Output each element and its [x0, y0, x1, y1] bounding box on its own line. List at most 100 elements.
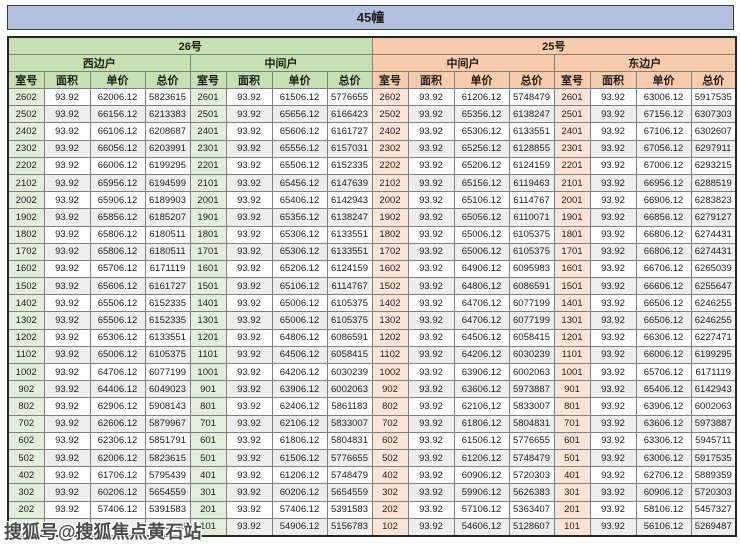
- price-cell: 63006.12: [635, 448, 692, 468]
- price-cell: 65506.12: [89, 294, 146, 313]
- total-cell: 5748479: [508, 448, 555, 468]
- area-cell: 93.92: [225, 517, 273, 537]
- price-cell: 65256.12: [453, 139, 510, 158]
- price-cell: 65806.12: [89, 225, 146, 244]
- area-cell: 93.92: [589, 173, 637, 193]
- table-row: 2002 93.92 65906.12 6189903 2001 93.92 65406.1…: [7, 191, 737, 210]
- price-cell: 65356.12: [453, 105, 510, 124]
- total-cell: 5861183: [326, 397, 373, 416]
- area-cell: 93.92: [225, 483, 273, 502]
- total-cell: 6147639: [326, 173, 373, 193]
- total-cell: 6077199: [144, 362, 191, 382]
- area-cell: 93.92: [407, 328, 455, 347]
- price-cell: 65356.12: [271, 208, 328, 227]
- room-cell: 2301: [189, 139, 227, 158]
- price-cell: 61806.12: [453, 414, 510, 433]
- price-cell: 59906.12: [453, 483, 510, 502]
- room-cell: 2402: [7, 122, 45, 141]
- table-row: 1702 93.92 65806.12 6180511 1701 93.92 65306.1…: [7, 242, 737, 261]
- area-cell: 93.92: [225, 122, 273, 141]
- price-cell: 65306.12: [271, 242, 328, 261]
- area-cell: 93.92: [407, 311, 455, 330]
- area-cell: 93.92: [225, 225, 273, 244]
- price-cell: 65006.12: [453, 225, 510, 244]
- room-cell: 1701: [553, 242, 591, 261]
- price-cell: 66506.12: [635, 294, 692, 313]
- area-cell: 93.92: [589, 448, 637, 468]
- room-cell: 202: [7, 500, 45, 519]
- price-cell: 61506.12: [453, 431, 510, 450]
- price-cell: 65156.12: [453, 173, 510, 193]
- area-cell: 93.92: [589, 362, 637, 382]
- price-cell: 60906.12: [635, 483, 692, 502]
- column-header-area: 面积: [589, 71, 637, 89]
- area-cell: 93.92: [43, 328, 91, 347]
- room-cell: 102: [7, 517, 45, 537]
- total-cell: 5626383: [508, 483, 555, 502]
- total-cell: 5804831: [326, 431, 373, 450]
- area-cell: 93.92: [225, 139, 273, 158]
- price-cell: 67156.12: [635, 105, 692, 124]
- room-cell: 1802: [7, 225, 45, 244]
- total-cell: 5851791: [144, 431, 191, 450]
- price-cell: 57106.12: [453, 500, 510, 519]
- room-cell: 802: [7, 397, 45, 416]
- area-cell: 93.92: [43, 345, 91, 365]
- total-cell: 6152335: [326, 156, 373, 175]
- price-cell: 65906.12: [89, 191, 146, 210]
- price-cell: 58106.12: [635, 500, 692, 519]
- room-cell: 501: [189, 448, 227, 468]
- room-cell: 2201: [189, 156, 227, 175]
- area-cell: 93.92: [407, 173, 455, 193]
- total-cell: 5908143: [144, 397, 191, 416]
- room-cell: 902: [7, 380, 45, 399]
- price-cell: 64706.12: [89, 362, 146, 382]
- total-cell: 6274431: [690, 225, 737, 244]
- room-cell: 2402: [371, 122, 409, 141]
- price-cell: 65306.12: [453, 122, 510, 141]
- total-cell: 6157031: [326, 139, 373, 158]
- total-cell: 5804831: [508, 414, 555, 433]
- room-cell: 1401: [553, 294, 591, 313]
- total-cell: 5269487: [690, 517, 737, 537]
- total-cell: 5917535: [690, 448, 737, 468]
- total-cell: 6049023: [144, 380, 191, 399]
- table-row: 1902 93.92 65856.12 6185207 1901 93.92 65356.1…: [7, 208, 737, 227]
- total-cell: 6133551: [144, 328, 191, 347]
- total-cell: 5795439: [144, 466, 191, 485]
- total-cell: 6302607: [690, 122, 737, 141]
- room-cell: 1202: [7, 328, 45, 347]
- room-cell: 2401: [189, 122, 227, 141]
- total-cell: 6058415: [508, 328, 555, 347]
- area-cell: 93.92: [225, 311, 273, 330]
- total-cell: 5823615: [144, 448, 191, 468]
- area-cell: 93.92: [407, 294, 455, 313]
- table-row: 10293.9255406.12520374310193.9254906.125…: [7, 517, 737, 537]
- table-row: 2502 93.92 66156.12 6213383 2501 93.92 65656.1…: [7, 105, 737, 124]
- area-cell: 93.92: [43, 397, 91, 416]
- area-cell: 93.92: [225, 294, 273, 313]
- room-cell: 301: [189, 483, 227, 502]
- room-cell: 1702: [371, 242, 409, 261]
- total-cell: 6297911: [690, 139, 737, 158]
- building-26-header: 26号: [7, 36, 373, 55]
- room-cell: 302: [7, 483, 45, 502]
- room-cell: 2102: [7, 173, 45, 193]
- total-cell: 6105375: [144, 345, 191, 365]
- price-cell: 66006.12: [635, 345, 692, 365]
- price-cell: 56106.12: [635, 517, 692, 537]
- column-header-price: 单价: [89, 71, 146, 89]
- total-cell: 6255647: [690, 277, 737, 296]
- price-cell: 62606.12: [89, 414, 146, 433]
- room-cell: 1502: [371, 277, 409, 296]
- price-cell: 65406.12: [271, 191, 328, 210]
- price-cell: 65506.12: [271, 156, 328, 175]
- price-cell: 65306.12: [89, 328, 146, 347]
- total-cell: 6124159: [326, 259, 373, 279]
- price-cell: 66706.12: [635, 259, 692, 279]
- area-cell: 93.92: [589, 483, 637, 502]
- price-cell: 65706.12: [635, 362, 692, 382]
- total-cell: 6307303: [690, 105, 737, 124]
- area-cell: 93.92: [407, 139, 455, 158]
- watermark: 搜狐号@搜狐焦点黄石站: [4, 522, 202, 542]
